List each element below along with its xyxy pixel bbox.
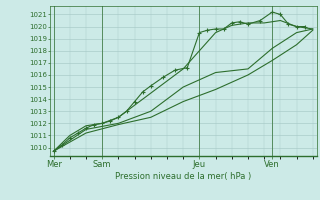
X-axis label: Pression niveau de la mer( hPa ): Pression niveau de la mer( hPa ) bbox=[115, 172, 251, 181]
